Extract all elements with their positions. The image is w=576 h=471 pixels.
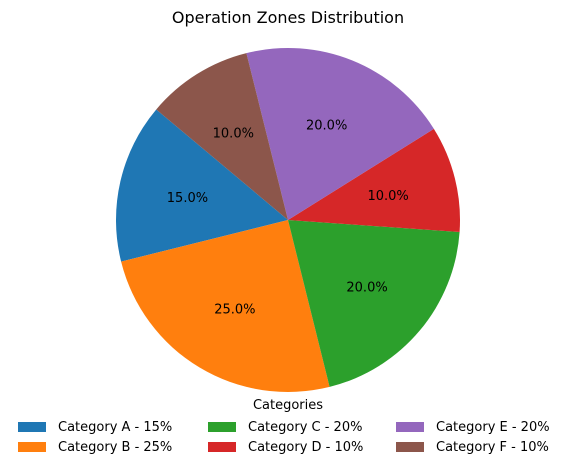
pie-slices bbox=[116, 48, 461, 392]
legend-swatch bbox=[208, 442, 236, 452]
pie-percent-labels: 15.0% 25.0% 20.0% 10.0% 20.0% 10.0% bbox=[167, 118, 409, 317]
legend-swatch bbox=[18, 422, 46, 432]
legend-item-category-d: Category D - 10% bbox=[208, 438, 363, 456]
legend-label: Category F - 10% bbox=[436, 439, 549, 455]
pie-slice-category-e bbox=[246, 48, 434, 221]
legend-item-category-e: Category E - 20% bbox=[396, 418, 550, 436]
pie-label-category-f: 10.0% bbox=[213, 126, 254, 141]
pie-label-category-c: 20.0% bbox=[346, 280, 387, 295]
legend-swatch bbox=[396, 442, 424, 452]
legend-label: Category C - 20% bbox=[248, 419, 363, 435]
legend-label: Category B - 25% bbox=[58, 439, 173, 455]
legend-item-category-c: Category C - 20% bbox=[208, 418, 362, 436]
legend: Categories Category A - 15% Category B - … bbox=[0, 398, 576, 455]
legend-label: Category E - 20% bbox=[436, 419, 550, 435]
pie-slice-category-a bbox=[116, 109, 289, 262]
legend-item-category-b: Category B - 25% bbox=[18, 438, 172, 456]
legend-swatch bbox=[18, 442, 46, 452]
pie-chart: Operation Zones Distribution 15.0% 25.0% 2… bbox=[116, 8, 461, 392]
legend-swatch bbox=[396, 422, 424, 432]
pie-slice-category-f bbox=[156, 53, 288, 221]
legend-item-category-f: Category F - 10% bbox=[396, 438, 549, 456]
pie-slice-category-d bbox=[288, 128, 461, 232]
pie-slice-category-c bbox=[288, 220, 460, 387]
pie-label-category-a: 15.0% bbox=[167, 191, 208, 206]
pie-slice-category-b bbox=[121, 220, 330, 392]
legend-label: Category D - 10% bbox=[248, 439, 364, 455]
chart-title: Operation Zones Distribution bbox=[172, 8, 404, 27]
pie-label-category-b: 25.0% bbox=[214, 302, 255, 317]
pie-label-category-e: 20.0% bbox=[306, 118, 347, 133]
legend-title: Categories bbox=[252, 398, 324, 413]
pie-label-category-d: 10.0% bbox=[367, 189, 408, 204]
legend-label: Category A - 15% bbox=[58, 419, 173, 435]
legend-swatch bbox=[208, 422, 236, 432]
legend-item-category-a: Category A - 15% bbox=[18, 418, 172, 436]
